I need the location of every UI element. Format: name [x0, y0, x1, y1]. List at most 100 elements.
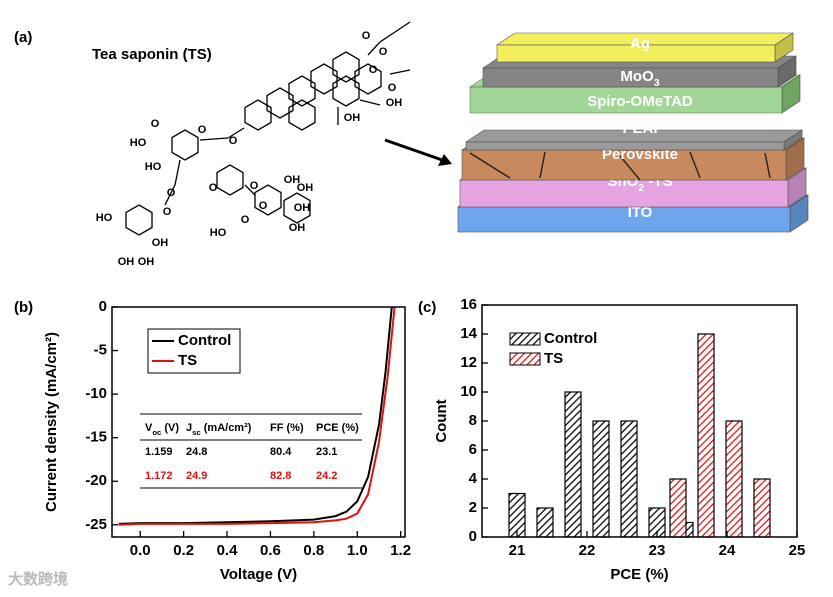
layer-name: Spiro-OMeTAD: [587, 93, 693, 110]
y-tick-label: 6: [469, 441, 477, 458]
layer-name: ITO: [628, 204, 653, 221]
x-tick-label: 25: [789, 542, 806, 559]
structure-label: HO: [145, 161, 162, 173]
bond: [389, 69, 411, 75]
table-header-part: sc: [192, 428, 201, 437]
y-tick-label: 10: [460, 383, 477, 400]
structure-label: HO: [96, 212, 113, 224]
table-header: PCE (%): [316, 422, 359, 434]
legend-swatch: [509, 352, 541, 366]
bond: [367, 41, 381, 56]
table-cell: 24.9: [186, 470, 207, 482]
bond: [244, 184, 256, 196]
table-header-part: J: [186, 422, 192, 434]
bond: [164, 184, 176, 206]
layer-name-part: 2: [638, 182, 644, 194]
arrow: [384, 138, 446, 163]
ring: [266, 87, 294, 119]
ring: [171, 129, 199, 161]
legend-label: TS: [178, 352, 197, 369]
table-cell: 82.8: [270, 470, 291, 482]
legend-box: [147, 328, 241, 374]
layer-front: [457, 206, 791, 233]
curve: [118, 306, 396, 526]
structure-label: O: [379, 46, 388, 58]
layer-name-part: PEAI: [622, 120, 657, 137]
legend-label: TS: [544, 350, 563, 367]
x-tick-label: 24: [719, 542, 736, 559]
structure-label: OH: [297, 182, 314, 194]
ring: [216, 164, 244, 196]
table-cell: 24.2: [316, 470, 337, 482]
ring: [288, 99, 316, 131]
legend-swatch: [509, 332, 541, 346]
watermark: 大数跨境: [8, 570, 68, 588]
x-tick-label: 1.0: [347, 542, 368, 559]
structure-label: O: [259, 200, 268, 212]
structure-label: O: [163, 206, 172, 218]
table-cell: 24.8: [186, 446, 207, 458]
table-header-part: (mA/cm²): [201, 422, 252, 434]
structure-label: OH: [152, 237, 169, 249]
layer-front: [469, 86, 783, 114]
structure-label: OH: [289, 222, 306, 234]
x-tick-label: 23: [649, 542, 666, 559]
grain-boundary: [764, 152, 771, 179]
x-axis-label: Voltage (V): [220, 566, 297, 583]
table-header: Voc (V): [145, 422, 179, 437]
x-tick-label: 0.4: [217, 542, 239, 559]
y-tick-label: 16: [460, 296, 477, 313]
x-tick-label: 21: [509, 542, 526, 559]
grain-boundary: [469, 152, 511, 179]
legend-label: Control: [178, 332, 231, 349]
table-header-part: V: [145, 422, 153, 434]
layer-name-part: Spiro-OMeTAD: [587, 93, 693, 110]
structure-label: O: [362, 30, 371, 42]
x-tick-label: 0.0: [130, 542, 151, 559]
structure-label: O: [209, 182, 218, 194]
y-tick-label: -5: [94, 342, 107, 359]
y-tick-label: 14: [460, 325, 477, 342]
ring: [254, 184, 282, 216]
layer-name-part: 3: [654, 77, 660, 89]
layer-front: [461, 149, 787, 181]
ring: [332, 75, 360, 107]
bar: [564, 391, 582, 538]
y-tick-label: -15: [85, 429, 107, 446]
table-header-part: PCE (%): [316, 422, 359, 434]
grain-boundary: [619, 155, 641, 181]
layer-name: PEAI: [622, 120, 657, 137]
ring: [288, 75, 316, 107]
x-tick-label: 1.2: [390, 542, 411, 559]
structure-label: OH: [294, 202, 311, 214]
layer-front: [465, 141, 785, 151]
x-axis-label: PCE (%): [610, 566, 668, 583]
ring: [354, 63, 382, 95]
table-header: FF (%): [270, 422, 304, 434]
ring: [283, 192, 311, 224]
layer-name-part: ITO: [628, 204, 653, 221]
bond: [174, 159, 181, 186]
panel-label: (a): [14, 29, 32, 46]
structure-label: O: [229, 135, 238, 147]
bar: [592, 420, 610, 538]
panel-label: (c): [418, 299, 436, 316]
y-tick-label: -10: [85, 385, 107, 402]
y-tick-label: 0: [99, 298, 107, 315]
structure-label: OH: [118, 256, 135, 268]
structure-label: O: [241, 214, 250, 226]
structure-label: OH: [138, 256, 155, 268]
y-tick-label: -20: [85, 472, 107, 489]
structure-label: OH: [386, 97, 403, 109]
table-cell: 23.1: [316, 446, 337, 458]
y-tick-label: -25: [85, 516, 107, 533]
bar: [697, 333, 715, 538]
legend-label: Control: [544, 330, 597, 347]
layer-front: [459, 179, 789, 208]
y-tick-label: 2: [469, 499, 477, 516]
structure-label: HO: [130, 137, 147, 149]
y-axis-label: Count: [433, 399, 450, 442]
panel-label: (b): [14, 299, 33, 316]
layer-name: Ag: [630, 35, 650, 52]
